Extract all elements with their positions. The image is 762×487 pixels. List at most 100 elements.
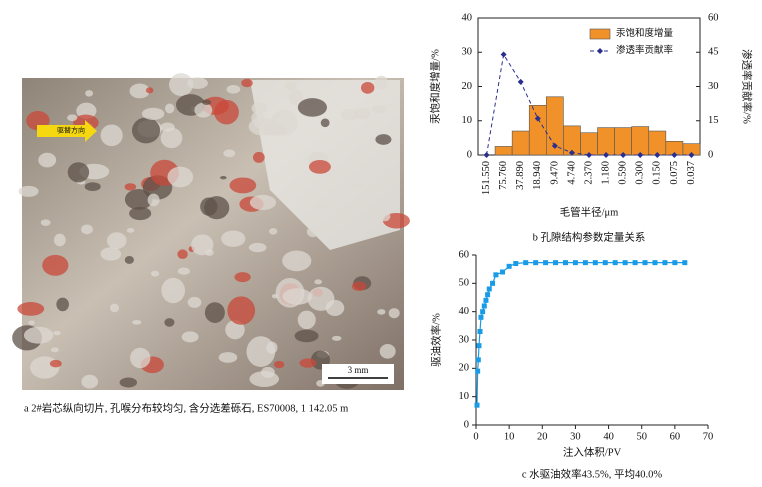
x-tick-label: 37.890 — [515, 161, 526, 190]
x-tick-label: 60 — [670, 431, 681, 442]
photo-grain — [282, 250, 312, 272]
photo-grain — [53, 330, 61, 336]
photo-grain — [377, 309, 386, 315]
photo-grain — [266, 341, 278, 354]
line-marker — [603, 152, 610, 158]
bar — [648, 130, 667, 156]
chart-caption: c 水驱油效率43.5%, 平均40.0% — [522, 467, 663, 480]
line-marker — [483, 152, 490, 158]
x-tick-label: 0.150 — [652, 161, 663, 185]
legend-label: 渗透率贡献率 — [616, 44, 674, 56]
photo-grain — [161, 277, 186, 304]
photo-grain — [352, 183, 365, 190]
photo-grain — [147, 193, 160, 207]
photo-grain — [214, 99, 239, 125]
photo-grain — [130, 347, 151, 369]
y-tick-label: 10 — [462, 115, 473, 126]
photo-grain — [251, 102, 268, 115]
line-marker — [592, 260, 598, 266]
y2-tick-label: 45 — [708, 47, 719, 58]
y2-axis-label: 渗透率贡献率/% — [741, 49, 754, 124]
x-tick-label: 2.370 — [583, 161, 594, 185]
photo-grain — [187, 77, 208, 89]
photo-grain — [271, 293, 279, 299]
y2-tick-label: 15 — [708, 115, 719, 126]
photo-grain — [129, 206, 152, 221]
photo-grain — [282, 288, 313, 305]
x-tick-label: 30 — [570, 431, 581, 442]
x-tick-label: 1.180 — [600, 161, 611, 185]
line-marker — [474, 402, 480, 408]
line-marker — [632, 260, 638, 266]
photo-grain — [251, 111, 265, 126]
photo-grain — [273, 360, 285, 369]
line-marker — [671, 152, 678, 158]
axes — [475, 255, 708, 426]
photo-grain — [297, 98, 328, 117]
photo-grain — [84, 182, 101, 192]
y-axis-label: 汞饱和度增量/% — [428, 49, 441, 124]
x-tick-label: 0 — [473, 431, 478, 442]
line-marker — [476, 343, 482, 349]
photo-grain — [297, 310, 316, 330]
y-tick-label: 30 — [462, 47, 473, 58]
line-marker — [500, 51, 507, 58]
y-tick-label: 20 — [459, 363, 470, 374]
photo-grain — [322, 204, 331, 210]
line — [476, 262, 685, 406]
x-tick-label: 4.740 — [566, 161, 577, 185]
photo-grain — [38, 152, 57, 168]
line-marker — [642, 260, 648, 266]
photo-grain — [28, 320, 35, 325]
photo-grain — [119, 377, 138, 388]
photo-grain — [126, 228, 135, 233]
line-marker — [493, 272, 499, 278]
y-tick-label: 20 — [462, 81, 473, 92]
line-marker — [490, 280, 496, 286]
photo-grain — [388, 308, 400, 319]
direction-arrow: 驱替方向 — [37, 120, 97, 142]
line-marker — [652, 260, 658, 266]
photo-grain — [17, 302, 45, 316]
photo-grain — [141, 107, 165, 120]
photo-grain — [340, 108, 359, 121]
line-marker — [513, 261, 519, 266]
photo-grain — [371, 104, 386, 114]
photo-grain — [306, 226, 319, 238]
photo-grain — [100, 124, 123, 147]
line-marker — [477, 329, 483, 334]
line-marker — [582, 260, 588, 266]
photo-grain — [191, 234, 214, 256]
line-marker — [602, 260, 608, 266]
photo-grain — [132, 320, 142, 325]
photo-grain — [234, 272, 251, 283]
x-tick-label: 10 — [504, 431, 515, 442]
photo-grain — [227, 296, 256, 325]
line-marker — [475, 368, 481, 374]
y-tick-label: 40 — [462, 12, 473, 23]
legend-marker — [597, 48, 603, 54]
photo-grain — [271, 109, 298, 136]
legend-label: 汞饱和度增量 — [616, 27, 674, 39]
photo-grain — [294, 329, 319, 343]
line-marker — [481, 303, 487, 309]
line-marker — [551, 142, 558, 149]
photo-grain — [204, 302, 225, 323]
y2-tick-label: 0 — [708, 149, 713, 160]
chart-caption: b 孔隙结构参数定量关系 — [533, 230, 646, 243]
bar — [528, 105, 547, 156]
photo-grain — [351, 281, 367, 292]
photo-grain — [223, 149, 236, 158]
photo-grain — [50, 347, 59, 353]
bar — [597, 127, 615, 156]
line-marker — [654, 152, 661, 158]
y-tick-label: 0 — [467, 149, 472, 160]
photo-grain — [30, 356, 60, 379]
x-tick-label: 50 — [636, 431, 647, 442]
photo-grain — [252, 151, 265, 163]
photo-grain — [220, 176, 227, 180]
x-tick-label: 0.075 — [669, 161, 680, 185]
line-marker — [506, 263, 512, 269]
x-tick-label: 18.940 — [532, 161, 543, 190]
